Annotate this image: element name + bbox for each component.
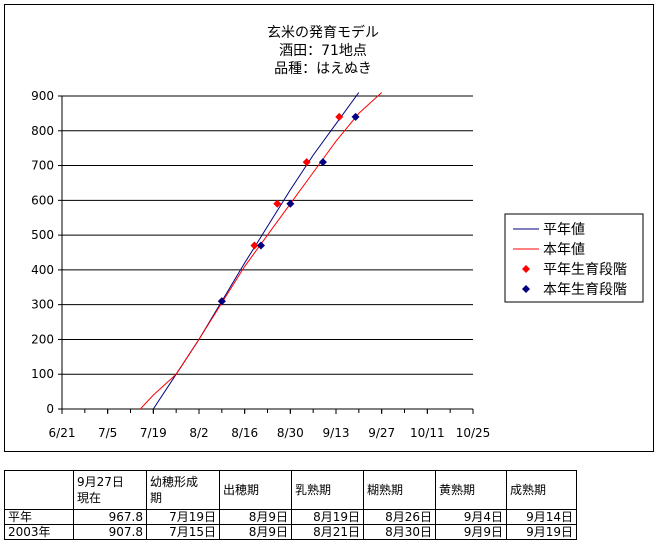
- table-cell: 8月9日: [219, 524, 292, 540]
- chart-title-line: 玄米の発育モデル: [267, 24, 379, 41]
- y-tick-label: 100: [31, 367, 54, 381]
- legend-swatch-marker: [522, 265, 530, 273]
- table-cell: 8月26日: [363, 509, 436, 525]
- x-tick-label: 7/19: [140, 426, 167, 440]
- series-line-1: [139, 92, 383, 410]
- y-tick-label: 500: [31, 228, 54, 242]
- series-marker-3: [217, 297, 226, 306]
- y-tick-label: 200: [31, 332, 54, 346]
- table-header-cell: 乳熟期: [291, 470, 364, 510]
- table-cell: 9月14日: [506, 509, 577, 525]
- table-row: 2003年 907.8 7月15日 8月9日 8月21日 8月30日 9月9日 9月19日: [4, 524, 577, 540]
- series-marker-3: [351, 112, 360, 121]
- chart-title-line: 品種：はえぬき: [274, 61, 372, 77]
- series-group: [139, 92, 383, 410]
- series-marker-3: [256, 241, 265, 250]
- legend-label: 平年値: [543, 222, 585, 238]
- y-tick-label: 900: [31, 89, 54, 103]
- table-cell: 8月19日: [291, 509, 364, 525]
- axes: 0 100 200 300 400 500 600 700 800 900 6/21 7/5 7/19 8…: [31, 89, 490, 440]
- legend-swatch-marker: [522, 285, 530, 293]
- legend-label: 本年値: [543, 242, 585, 258]
- table-cell: 8月9日: [219, 509, 292, 525]
- series-marker-2: [250, 241, 259, 250]
- table-row-label: 平年: [4, 509, 74, 525]
- y-tick-label: 0: [46, 402, 54, 416]
- series-marker-2: [302, 158, 311, 167]
- table-cell: 8月30日: [363, 524, 436, 540]
- y-tick-label: 700: [31, 159, 54, 173]
- x-tick-label: 10/11: [410, 426, 445, 440]
- x-tick-label: 7/5: [98, 426, 117, 440]
- y-tick-label: 400: [31, 263, 54, 277]
- series-marker-2: [335, 112, 344, 121]
- table-header-cell: 幼穂形成期: [146, 470, 220, 510]
- chart-title-line: 酒田：71地点: [279, 43, 367, 59]
- x-tick-label: 9/27: [368, 426, 395, 440]
- y-tick-label: 600: [31, 193, 54, 207]
- x-tick-label: 8/2: [189, 426, 208, 440]
- series-marker-3: [318, 158, 327, 167]
- legend-label: 本年生育段階: [543, 282, 627, 298]
- table-header-cell: 出穂期: [219, 470, 292, 510]
- table-cell: 967.8: [73, 509, 147, 525]
- legend-label: 平年生育段階: [543, 262, 627, 278]
- stage-table: 9月27日 現在 幼穂形成期出穂期 乳熟期 糊熟期 黄熟期 成熟期 平年 967.8 7月19日 8…: [4, 470, 577, 540]
- table-cell: 7月15日: [146, 524, 220, 540]
- table-header-cell: 黄熟期: [435, 470, 507, 510]
- x-tick-label: 9/13: [323, 426, 350, 440]
- series-marker-2: [273, 199, 282, 208]
- table-cell: 9月4日: [435, 509, 507, 525]
- x-tick-label: 8/30: [277, 426, 304, 440]
- y-tick-label: 300: [31, 298, 54, 312]
- table-cell: 9月19日: [506, 524, 577, 540]
- table-header-cell: 糊熟期: [363, 470, 436, 510]
- series-marker-3: [286, 199, 295, 208]
- table-header-cell: [4, 470, 74, 510]
- table-cell: 8月21日: [291, 524, 364, 540]
- x-tick-label: 10/25: [456, 426, 491, 440]
- table-cell: 7月19日: [146, 509, 220, 525]
- table-header-cell: 9月27日 現在: [73, 470, 147, 510]
- x-tick-label: 8/16: [231, 426, 258, 440]
- table-cell: 9月9日: [435, 524, 507, 540]
- table-cell: 907.8: [73, 524, 147, 540]
- chart-frame: 玄米の発育モデル 酒田：71地点 品種：はえぬき 0 100 200 300 400 500 6…: [4, 4, 654, 452]
- table-header-cell: 成熟期: [506, 470, 577, 510]
- table-header-row: 9月27日 現在 幼穂形成期出穂期 乳熟期 糊熟期 黄熟期 成熟期: [4, 470, 577, 510]
- y-tick-label: 800: [31, 124, 54, 138]
- table-row-label: 2003年: [4, 524, 74, 540]
- x-tick-label: 6/21: [49, 426, 76, 440]
- table-row: 平年 967.8 7月19日 8月9日 8月19日 8月26日 9月4日 9月14日: [4, 509, 577, 525]
